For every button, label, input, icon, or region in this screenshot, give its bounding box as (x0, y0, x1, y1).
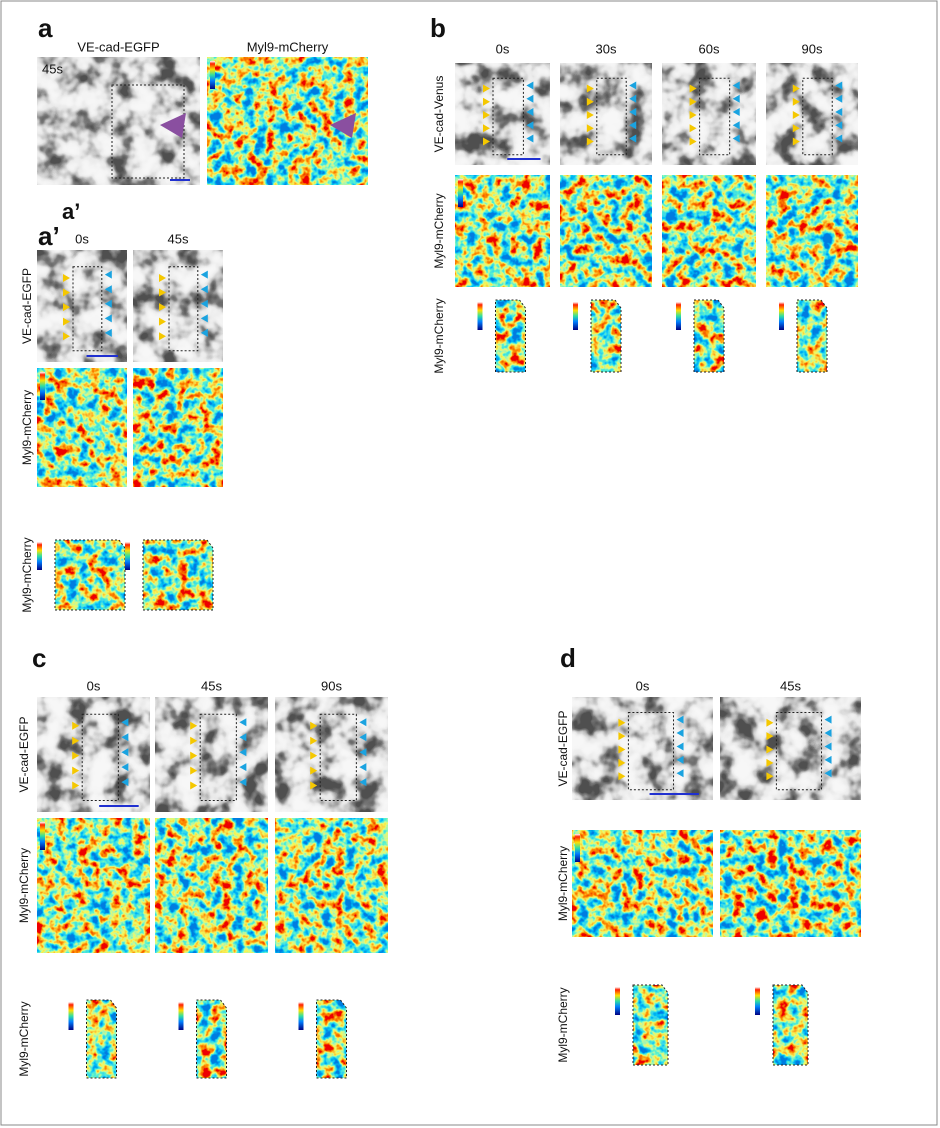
heatmap-image (496, 300, 526, 372)
row-label: VE-cad-EGFP (20, 268, 34, 344)
column-label: VE-cad-EGFP (77, 39, 159, 54)
row-label: Myl9-mCherry (17, 848, 31, 923)
colorbar (755, 987, 760, 1015)
micrograph (572, 697, 713, 800)
panel-label: c (32, 643, 46, 673)
row-label: Myl9-mCherry (20, 537, 34, 612)
colorbar (478, 302, 483, 330)
heatmap-image (37, 818, 150, 953)
roi-crop (143, 540, 213, 610)
row-label: Myl9-mCherry (20, 390, 34, 465)
row-label: VE-cad-EGFP (556, 710, 570, 786)
heatmap-image (37, 368, 127, 487)
roi-crop (55, 540, 125, 610)
heatmap-image (87, 1000, 117, 1078)
column-label: 0s (636, 678, 650, 693)
row-label: VE-cad-EGFP (17, 716, 31, 792)
roi-crop (773, 985, 808, 1065)
heatmap-image (572, 830, 713, 937)
colorbar (37, 542, 42, 570)
roi-crop (591, 300, 621, 372)
colorbar (676, 302, 681, 330)
column-label: 60s (699, 41, 720, 56)
column-label: 45s (780, 678, 801, 693)
micrograph (37, 697, 150, 812)
micrograph (275, 697, 388, 812)
roi-crop (797, 300, 827, 372)
roi-crop (317, 1000, 347, 1078)
heatmap-image (133, 368, 223, 487)
colorbar (299, 1002, 304, 1030)
heatmap-image (455, 175, 550, 287)
colorbar (40, 372, 45, 400)
row-label: Myl9-mCherry (17, 1001, 31, 1076)
column-label: 45s (168, 231, 189, 246)
heatmap-image (766, 175, 858, 287)
heatmap-image (797, 300, 827, 372)
colorbar (458, 179, 463, 207)
column-label: 0s (87, 678, 101, 693)
row-label: Myl9-mCherry (556, 846, 570, 921)
figure: a VE-cad-EGFP Myl9-mCherry 45s a’a’ 0s 45s VE-c… (0, 0, 940, 1128)
heatmap-image (560, 175, 652, 287)
colorbar (40, 822, 45, 850)
heatmap-image (197, 1000, 227, 1078)
row-label: Myl9-mCherry (432, 193, 446, 268)
colorbar (575, 834, 580, 862)
micrograph (155, 697, 268, 812)
panel-label: a (38, 13, 53, 43)
heatmap-image (591, 300, 621, 372)
colorbar (125, 542, 130, 570)
colorbar (210, 61, 215, 89)
panel-label: d (560, 643, 576, 673)
heatmap-image (155, 818, 268, 953)
column-label: 90s (321, 678, 342, 693)
panel-label: b (430, 13, 446, 43)
heatmap-image (720, 830, 861, 937)
colorbar (779, 302, 784, 330)
colorbar (615, 987, 620, 1015)
micrograph (720, 697, 861, 800)
row-label: VE-cad-Venus (432, 76, 446, 153)
colorbar (573, 302, 578, 330)
heatmap-image (275, 818, 388, 953)
column-label: 0s (75, 231, 89, 246)
heatmap-image (143, 540, 213, 610)
roi-crop (197, 1000, 227, 1078)
roi-crop (694, 300, 724, 372)
column-label: 0s (496, 41, 510, 56)
column-label: 45s (201, 678, 222, 693)
heatmap-image (317, 1000, 347, 1078)
heatmap-image (694, 300, 724, 372)
column-label: 90s (802, 41, 823, 56)
heatmap-image (773, 985, 808, 1065)
row-label: Myl9-mCherry (556, 987, 570, 1062)
roi-crop (87, 1000, 117, 1078)
heatmap-image (633, 985, 668, 1065)
heatmap-image (55, 540, 125, 610)
heatmap-image (662, 175, 756, 287)
column-label: Myl9-mCherry (247, 39, 329, 54)
colorbar (179, 1002, 184, 1030)
roi-crop (496, 300, 526, 372)
column-label: 30s (596, 41, 617, 56)
colorbar (69, 1002, 74, 1030)
roi-crop (633, 985, 668, 1065)
inset-label: a’ (62, 199, 80, 224)
panel-label: a’ (38, 221, 60, 251)
time-label: 45s (42, 61, 63, 76)
row-label: Myl9-mCherry (432, 298, 446, 373)
